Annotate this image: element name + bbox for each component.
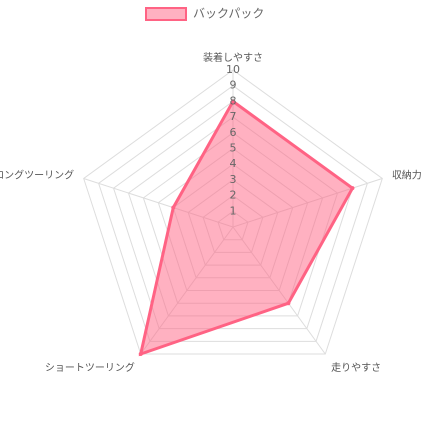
tick-label: 3	[230, 173, 237, 186]
axis-label: ショートツーリング	[45, 361, 135, 374]
tick-label: 1	[230, 204, 237, 217]
tick-label: 2	[230, 189, 237, 202]
axis-label: 走りやすさ	[331, 362, 381, 374]
data-area	[138, 99, 355, 357]
grid-line	[98, 85, 368, 342]
axis-label: 装着しやすさ	[203, 51, 263, 64]
data-point	[171, 205, 176, 210]
tick-label: 9	[230, 79, 237, 92]
grid-line	[83, 69, 383, 355]
tick-label: 7	[230, 110, 237, 123]
tick-label: 10	[226, 63, 240, 76]
data-point	[138, 352, 143, 357]
tick-label: 8	[230, 94, 237, 107]
data-point	[231, 99, 235, 104]
data-point	[350, 186, 355, 191]
data-point	[286, 301, 291, 306]
tick-label: 5	[230, 142, 237, 155]
axis-label: ロングツーリング	[0, 168, 74, 181]
legend-label: バックパック	[193, 7, 264, 21]
tick-label: 6	[230, 126, 237, 139]
axis-label: 収納力	[392, 168, 422, 181]
tick-label: 4	[230, 157, 237, 170]
legend-swatch	[145, 7, 187, 21]
